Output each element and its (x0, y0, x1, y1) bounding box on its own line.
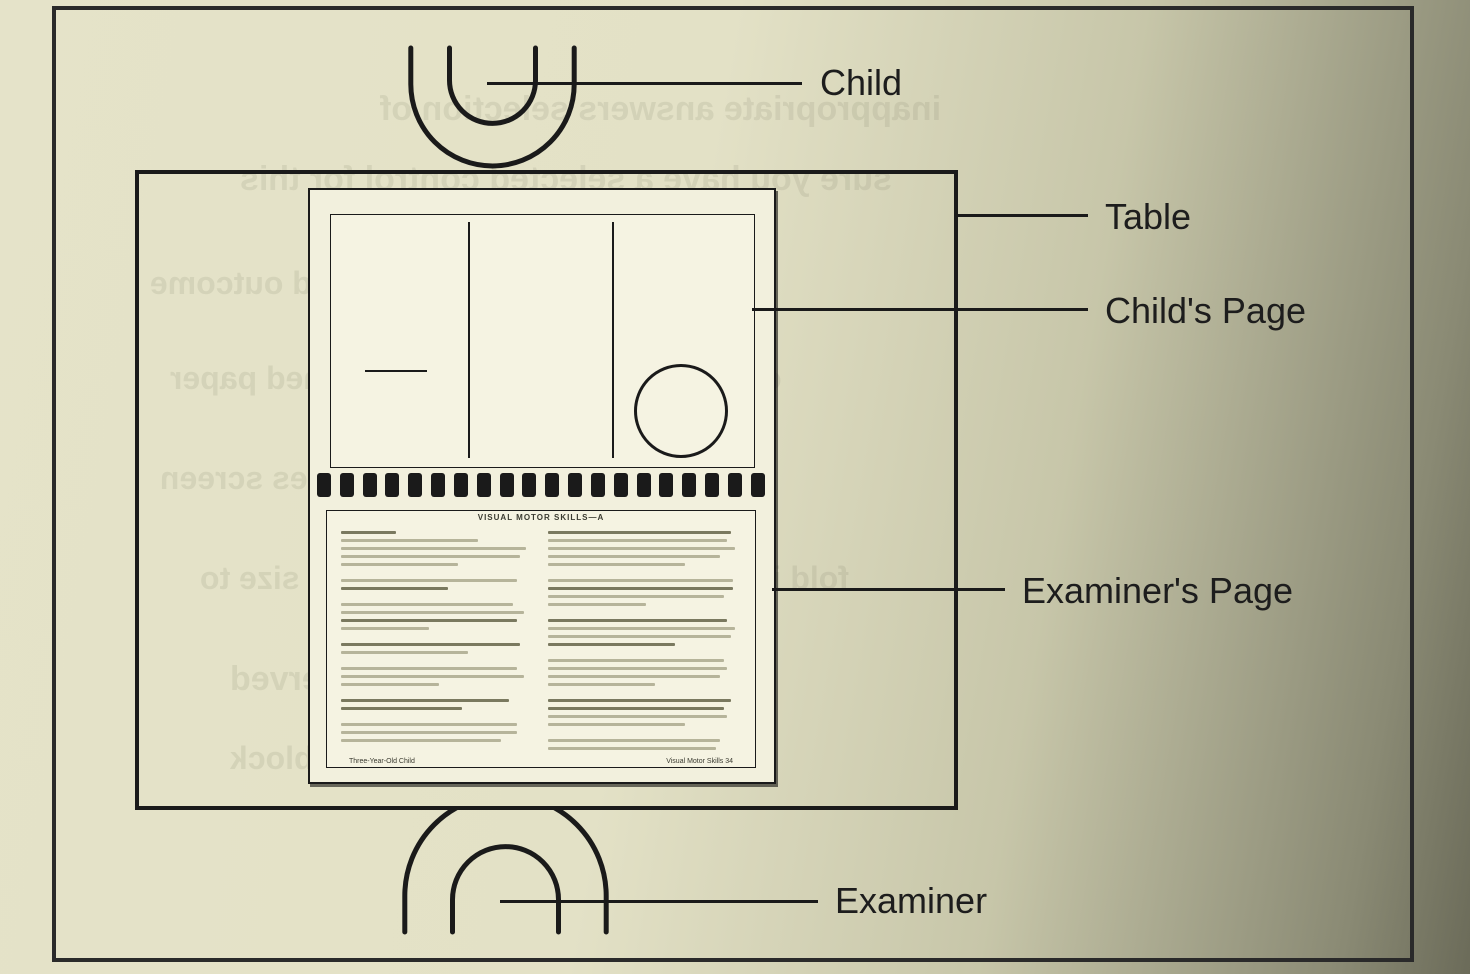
examiners-page-title: VISUAL MOTOR SKILLS—A (478, 513, 605, 522)
examiners-page-footer-right: Visual Motor Skills 34 (666, 758, 733, 765)
childs-page-short-line (365, 370, 427, 372)
leader-line-examiner (500, 900, 818, 903)
leader-line-childs-page (752, 308, 1088, 311)
leader-line-table (958, 214, 1088, 217)
leader-line-examiners-page (772, 588, 1005, 591)
childs-page-circle (634, 364, 728, 458)
label-childs-page: Child's Page (1105, 290, 1306, 332)
examiner-chair (373, 810, 638, 938)
label-table: Table (1105, 196, 1191, 238)
spiral-binding (317, 473, 765, 497)
label-child: Child (820, 62, 902, 104)
examiners-page-footer-left: Three-Year-Old Child (349, 758, 415, 765)
childs-page-divider-b (612, 222, 614, 458)
childs-page-divider-a (468, 222, 470, 458)
label-examiners-page: Examiner's Page (1022, 570, 1293, 612)
examiners-page-right-column (548, 531, 743, 749)
child-chair (385, 42, 600, 170)
examiners-page-panel: VISUAL MOTOR SKILLS—A Three-Year-Old Chi… (326, 510, 756, 768)
label-examiner: Examiner (835, 880, 987, 922)
leader-line-child (487, 82, 802, 85)
examiners-page-left-column (341, 531, 536, 749)
